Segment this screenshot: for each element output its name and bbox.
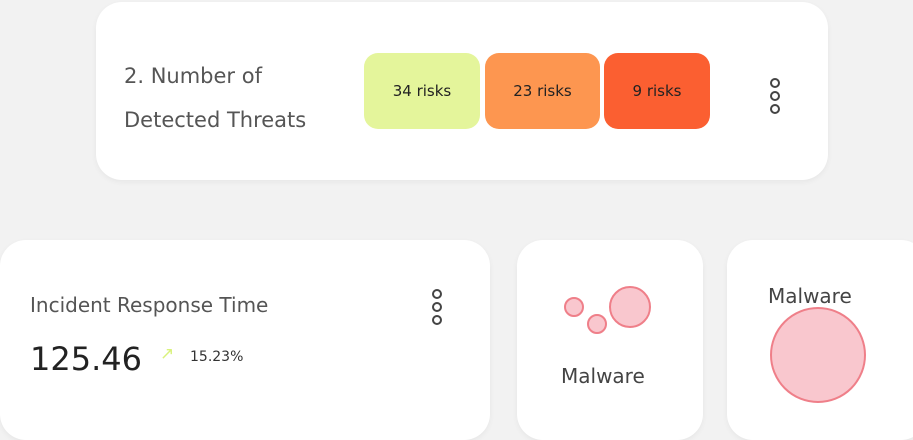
title-line-2: Detected Threats (124, 108, 307, 132)
title-line-1: 2. Number of (124, 64, 262, 88)
arrow-up-right-icon: ↗ (160, 344, 175, 364)
risk-badge-high[interactable]: 9 risks (604, 53, 710, 129)
bubble (770, 307, 866, 403)
detected-threats-card: 2. Number of Detected Threats 34 risks 2… (96, 2, 828, 180)
bubble (587, 314, 607, 334)
bubble-label: Malware (768, 284, 852, 308)
change-percent: 15.23% (190, 349, 244, 365)
risk-badge-medium[interactable]: 23 risks (485, 53, 600, 129)
more-options-icon[interactable] (770, 78, 780, 114)
bubble (609, 286, 651, 328)
risk-badge-low[interactable]: 34 risks (364, 53, 480, 129)
incident-response-card: Incident Response Time 125.46 ↗ 15.23% (0, 240, 490, 440)
response-time-value: 125.46 (30, 340, 142, 378)
malware-bubble-card[interactable]: Malware (517, 240, 703, 440)
bubble (564, 297, 584, 317)
card-title: Incident Response Time (30, 293, 269, 317)
more-options-icon[interactable] (432, 289, 442, 325)
card-title: 2. Number of Detected Threats (124, 54, 306, 142)
malware-large-bubble-card[interactable]: Malware (727, 240, 913, 440)
bubble-label: Malware (561, 364, 645, 388)
